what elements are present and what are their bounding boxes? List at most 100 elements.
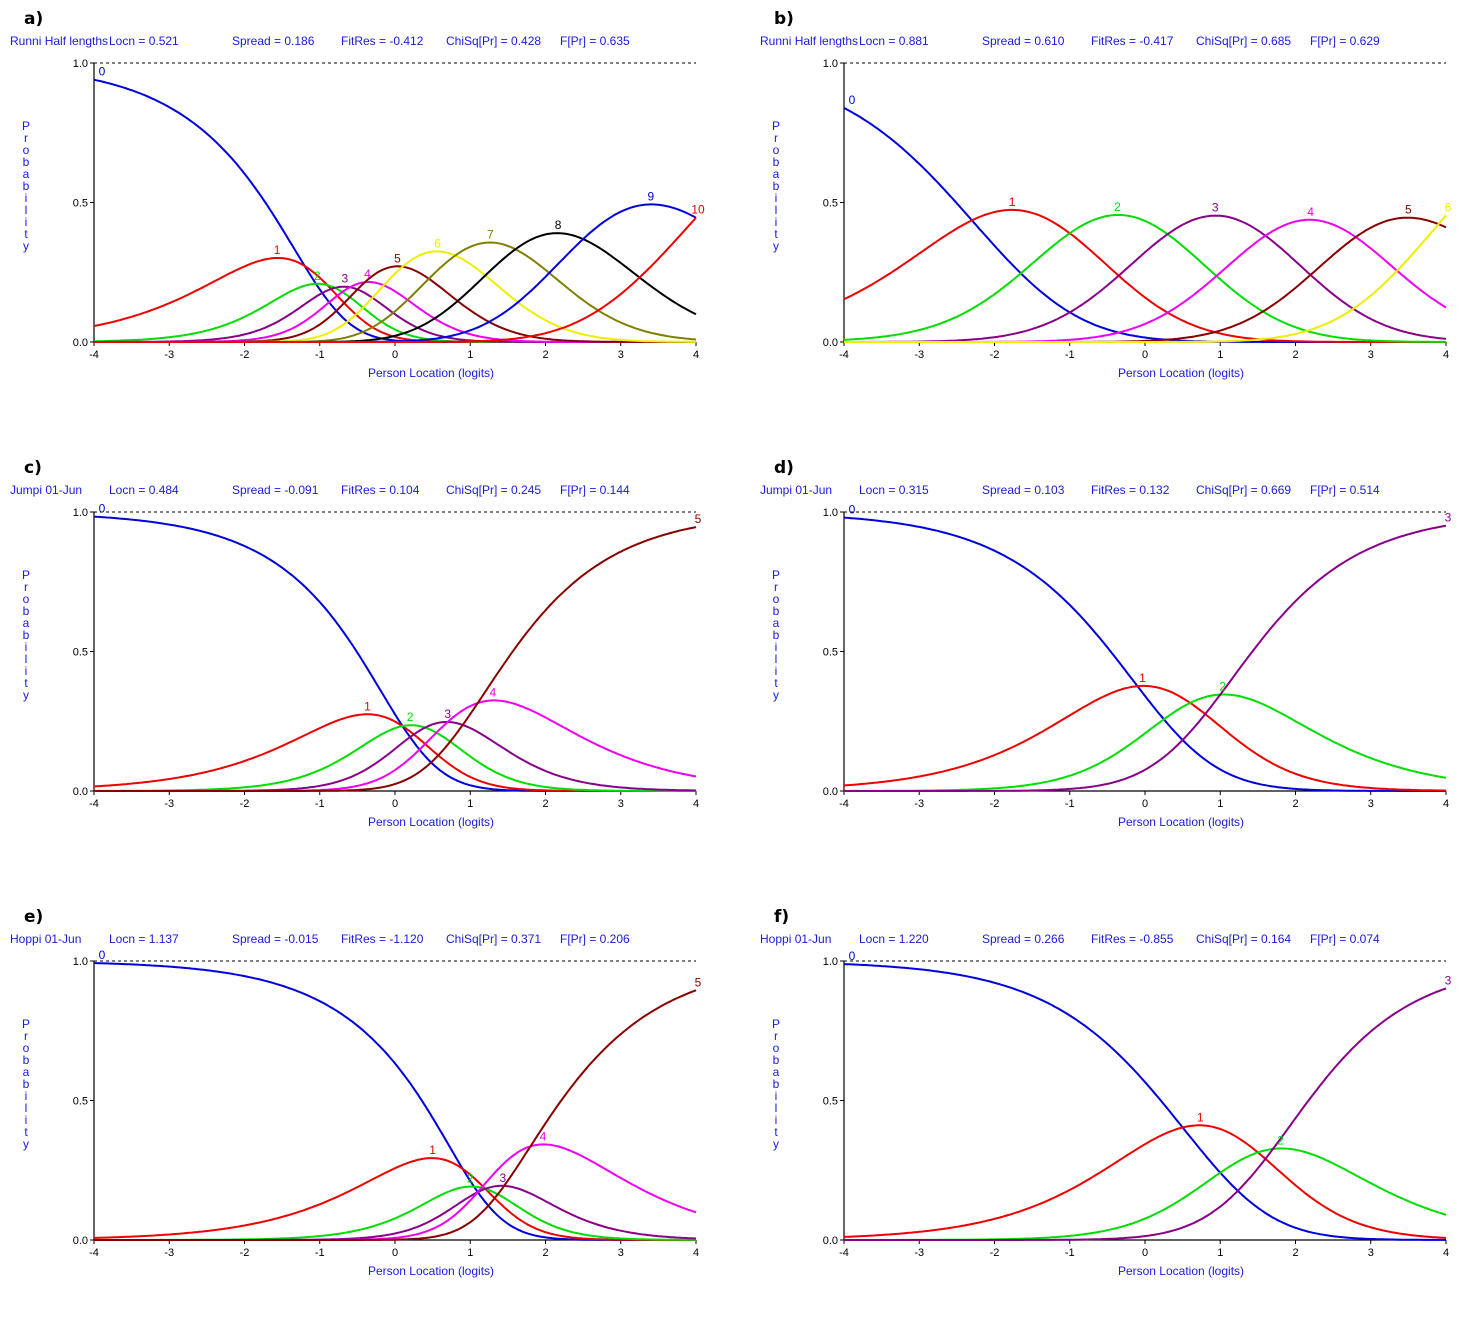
curve-label-3: 3 — [1212, 201, 1219, 215]
curve-label-0: 0 — [849, 503, 856, 517]
curve-label-0: 0 — [99, 65, 106, 79]
chart-svg: b) Runni Half lengths Locn = 0.881 Spread =… — [760, 9, 1452, 380]
x-tick-label: -1 — [315, 798, 325, 810]
curve-label-1: 1 — [429, 1143, 436, 1157]
header-locn: Locn = 1.220 — [859, 932, 929, 946]
curve-category-1 — [843, 208, 1446, 343]
curve-label-2: 2 — [1277, 1133, 1284, 1147]
x-tick-label: -1 — [1065, 798, 1075, 810]
curve-label-2: 2 — [407, 710, 414, 724]
x-tick-label: 0 — [392, 349, 398, 361]
x-tick-label: 1 — [1217, 349, 1223, 361]
y-tick-label: 0.5 — [823, 1096, 838, 1108]
x-tick-label: 3 — [618, 798, 624, 810]
chart-svg: a) Runni Half lengths Locn = 0.521 Spread =… — [10, 9, 705, 380]
curve-label-3: 3 — [1445, 973, 1452, 987]
x-tick-label: 0 — [392, 798, 398, 810]
header-item: Runni Half lengths — [760, 34, 858, 48]
header-chisq: ChiSq[Pr] = 0.245 — [446, 483, 541, 497]
header-locn: Locn = 0.881 — [859, 34, 929, 48]
x-tick-label: -2 — [990, 798, 1000, 810]
curve-category-2 — [844, 693, 1447, 792]
header-chisq: ChiSq[Pr] = 0.428 — [446, 34, 541, 48]
y-tick-label: 0.0 — [73, 786, 88, 798]
x-axis-label: Person Location (logits) — [368, 366, 494, 380]
x-tick-label: -2 — [240, 798, 250, 810]
x-tick-label: 2 — [542, 1247, 548, 1259]
x-tick-label: -4 — [89, 1247, 99, 1259]
y-tick-label: 0.5 — [73, 647, 88, 659]
header-spread: Spread = 0.103 — [982, 483, 1065, 497]
chart-svg: f) Hoppi 01-Jun Locn = 1.220 Spread = 0.266… — [760, 907, 1452, 1278]
x-tick-label: 2 — [1292, 349, 1298, 361]
x-tick-label: 4 — [693, 798, 699, 810]
curve-category-0 — [843, 516, 1446, 792]
x-tick-label: -2 — [990, 349, 1000, 361]
curve-label-1: 1 — [1197, 1110, 1204, 1124]
chart-panel-5: e) Hoppi 01-Jun Locn = 1.137 Spread = -0.01… — [0, 898, 730, 1324]
curve-label-4: 4 — [1307, 205, 1314, 219]
chart-svg: c) Jumpi 01-Jun Locn = 0.484 Spread = -0.09… — [10, 458, 702, 829]
x-tick-label: 4 — [693, 349, 699, 361]
y-tick-label: 0.0 — [73, 337, 88, 349]
curve-category-5 — [94, 526, 697, 792]
curve-label-1: 1 — [1139, 671, 1146, 685]
chart-svg: e) Hoppi 01-Jun Locn = 1.137 Spread = -0.01… — [10, 907, 702, 1278]
curve-label-4: 4 — [540, 1129, 547, 1143]
curve-category-5 — [94, 265, 696, 343]
x-tick-label: -3 — [164, 349, 174, 361]
x-tick-label: -1 — [315, 349, 325, 361]
curve-label-1: 1 — [1009, 195, 1016, 209]
header-fpr: F[Pr] = 0.206 — [560, 932, 630, 946]
curve-category-8 — [94, 232, 697, 343]
x-axis-label: Person Location (logits) — [1118, 366, 1244, 380]
header-spread: Spread = 0.186 — [232, 34, 315, 48]
curve-category-3 — [844, 987, 1447, 1241]
x-tick-label: -3 — [164, 1247, 174, 1259]
curve-label-3: 3 — [500, 1171, 507, 1185]
curve-category-3 — [94, 721, 697, 792]
curve-label-5: 5 — [695, 512, 702, 526]
x-axis-label: Person Location (logits) — [368, 1264, 494, 1278]
curve-label-0: 0 — [99, 948, 106, 962]
x-tick-label: 3 — [1368, 798, 1374, 810]
header-spread: Spread = 0.266 — [982, 932, 1065, 946]
curve-category-0 — [94, 962, 696, 1241]
x-tick-label: 3 — [618, 1247, 624, 1259]
curve-category-2 — [93, 282, 696, 343]
curve-category-2 — [844, 1147, 1447, 1241]
curve-label-3: 3 — [444, 707, 451, 721]
curve-label-5: 5 — [1405, 203, 1412, 217]
header-fpr: F[Pr] = 0.629 — [1310, 34, 1380, 48]
panel-letter: b) — [774, 9, 794, 29]
x-tick-label: -4 — [89, 798, 99, 810]
curve-label-3: 3 — [1445, 511, 1452, 525]
curve-label-4: 4 — [364, 267, 371, 281]
header-spread: Spread = 0.610 — [982, 34, 1065, 48]
chart-panel-4: d) Jumpi 01-Jun Locn = 0.315 Spread = 0.103… — [750, 449, 1459, 875]
curve-category-2 — [843, 213, 1446, 343]
x-tick-label: 3 — [1368, 1247, 1374, 1259]
header-locn: Locn = 1.137 — [109, 932, 179, 946]
curve-label-2: 2 — [467, 1172, 474, 1186]
header-fitres: FitRes = 0.132 — [1091, 483, 1170, 497]
header-locn: Locn = 0.315 — [859, 483, 929, 497]
x-tick-label: -3 — [914, 1247, 924, 1259]
curve-label-6: 6 — [434, 236, 441, 250]
y-tick-label: 0.0 — [823, 337, 838, 349]
x-tick-label: -4 — [89, 349, 99, 361]
curve-category-10 — [94, 217, 697, 343]
curve-category-1 — [94, 1157, 696, 1241]
curve-label-7: 7 — [487, 228, 494, 242]
chart-panel-2: b) Runni Half lengths Locn = 0.881 Spread =… — [750, 0, 1459, 426]
header-fitres: FitRes = -0.417 — [1091, 34, 1174, 48]
curve-label-0: 0 — [849, 949, 856, 963]
curve-category-1 — [843, 684, 1447, 792]
header-fpr: F[Pr] = 0.144 — [560, 483, 630, 497]
curve-category-2 — [94, 724, 696, 792]
curve-label-3: 3 — [341, 272, 348, 286]
header-spread: Spread = -0.015 — [232, 932, 319, 946]
curve-category-4 — [94, 1143, 697, 1241]
